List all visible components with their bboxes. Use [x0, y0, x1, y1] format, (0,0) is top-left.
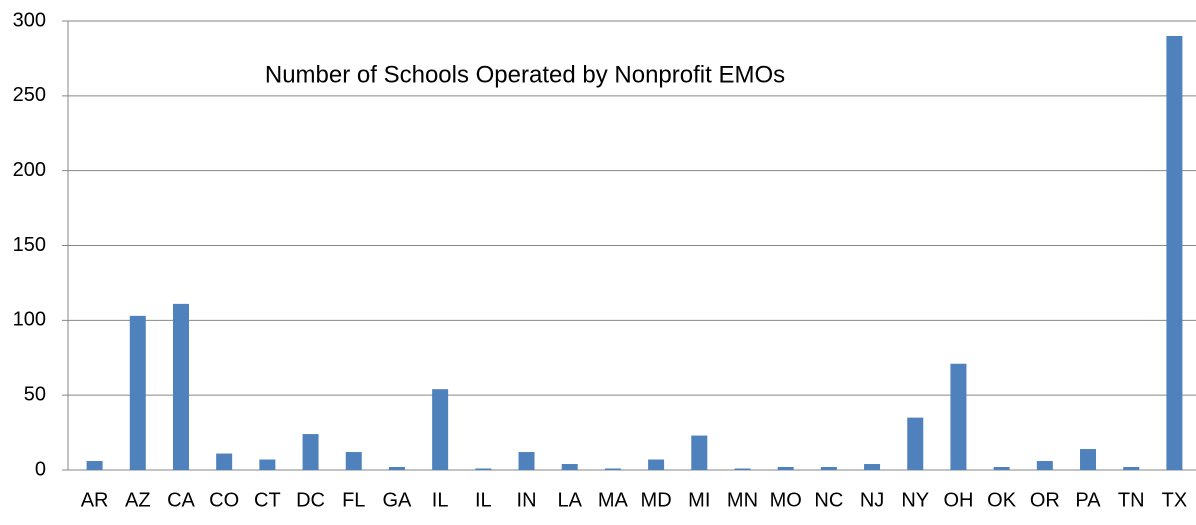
bar: [1123, 467, 1140, 470]
x-tick-label: IL: [475, 489, 492, 511]
x-tick-label: IL: [432, 489, 449, 511]
x-tick-label: FL: [342, 489, 365, 511]
bar: [691, 435, 708, 470]
bar: [820, 467, 837, 470]
bar: [648, 459, 665, 470]
x-tick-label: NY: [901, 489, 929, 511]
bar: [432, 389, 449, 470]
x-tick-label: OR: [1030, 489, 1060, 511]
bar: [561, 464, 578, 470]
x-tick-label: NC: [814, 489, 843, 511]
bar: [734, 468, 751, 470]
x-tick-label: CO: [209, 489, 239, 511]
bar: [604, 468, 621, 470]
x-tick-label: AZ: [125, 489, 151, 511]
y-tick-label: 50: [24, 383, 46, 405]
bar: [950, 363, 967, 470]
bar: [1036, 461, 1053, 470]
bar: [864, 464, 881, 470]
x-tick-label: MA: [598, 489, 629, 511]
x-tick-label: NJ: [860, 489, 884, 511]
x-tick-label: MO: [770, 489, 802, 511]
chart-title: Number of Schools Operated by Nonprofit …: [265, 61, 785, 88]
bar: [345, 452, 362, 470]
bar: [86, 461, 103, 470]
x-tick-label: MI: [688, 489, 710, 511]
x-tick-label: DC: [296, 489, 325, 511]
y-tick-label: 100: [13, 309, 46, 331]
x-tick-label: OH: [943, 489, 973, 511]
x-tick-label: MD: [641, 489, 672, 511]
x-tick-label: CT: [254, 489, 281, 511]
bar: [259, 459, 276, 470]
bar: [388, 467, 405, 470]
bar: [302, 434, 319, 470]
bar: [172, 303, 189, 470]
x-tick-label: OK: [987, 489, 1017, 511]
x-tick-label: LA: [557, 489, 582, 511]
bar: [907, 417, 924, 470]
x-tick-label: TN: [1118, 489, 1145, 511]
x-tick-label: IN: [517, 489, 537, 511]
bar: [129, 315, 146, 470]
y-tick-label: 250: [13, 84, 46, 106]
y-tick-label: 0: [35, 458, 46, 480]
x-tick-label: GA: [382, 489, 412, 511]
x-tick-label: PA: [1075, 489, 1101, 511]
bar: [777, 467, 794, 470]
y-tick-label: 200: [13, 159, 46, 181]
x-tick-label: CA: [167, 489, 195, 511]
bar: [518, 452, 535, 470]
bar: [475, 468, 492, 470]
x-tick-label: AR: [81, 489, 109, 511]
bar: [1166, 35, 1183, 470]
y-tick-label: 150: [13, 234, 46, 256]
y-tick-label: 300: [13, 9, 46, 31]
bar: [216, 453, 233, 470]
x-tick-label: TX: [1162, 489, 1188, 511]
x-tick-label: MN: [727, 489, 758, 511]
bar: [993, 467, 1010, 470]
bar: [1080, 449, 1097, 470]
